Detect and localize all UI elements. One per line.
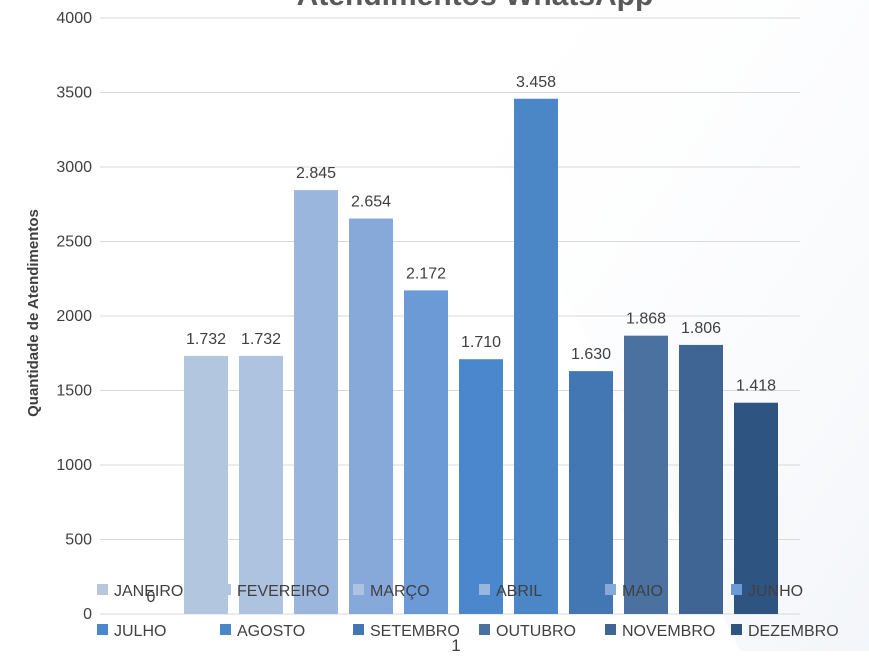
data-label-março: 1.732 — [241, 331, 281, 348]
legend-swatch — [479, 584, 490, 595]
data-label-junho: 2.172 — [406, 265, 446, 282]
y-tick-label: 1000 — [56, 457, 92, 474]
bar-junho — [404, 290, 448, 614]
legend-entry-dezembro: DEZEMBRO — [748, 623, 839, 640]
legend: JANEIRO FEVEREIRO MARÇO ABRIL MAIO JUNHO JULHO… — [97, 583, 839, 640]
legend-entry-junho: JUNHO — [748, 583, 803, 600]
bar-dezembro — [734, 402, 778, 614]
y-axis-ticks: 0 500 1000 1500 2000 2500 3000 3500 4000 — [56, 10, 92, 623]
legend-swatch — [353, 584, 364, 595]
y-tick-label: 3500 — [56, 85, 92, 102]
bar-março — [239, 355, 283, 614]
legend-swatch — [97, 584, 108, 595]
x-category-label: 1 — [451, 636, 460, 651]
y-tick-label: 3000 — [56, 159, 92, 176]
legend-entry-maio: MAIO — [622, 583, 663, 600]
legend-entry-abril: ABRIL — [496, 583, 542, 600]
bar-agosto — [514, 98, 558, 615]
legend-swatch — [220, 624, 231, 635]
bar-outubro — [624, 335, 668, 614]
legend-swatch — [731, 584, 742, 595]
y-tick-label: 2500 — [56, 234, 92, 251]
y-axis-title: Quantidade de Atendimentos — [25, 209, 42, 417]
chart-title: Atendimentos WhatsApp — [297, 0, 654, 12]
data-label-dezembro: 1.418 — [736, 378, 776, 395]
bars — [184, 98, 778, 615]
legend-swatch — [220, 584, 231, 595]
bar-fevereiro — [184, 355, 228, 614]
bar-novembro — [679, 344, 723, 614]
data-label-janeiro: 0 — [147, 589, 156, 606]
legend-entry-janeiro: JANEIRO — [114, 583, 183, 600]
legend-entry-novembro: NOVEMBRO — [622, 623, 715, 640]
y-tick-label: 1500 — [56, 383, 92, 400]
data-label-novembro: 1.806 — [681, 320, 721, 337]
data-label-agosto: 3.458 — [516, 74, 556, 91]
y-tick-label: 4000 — [56, 10, 92, 27]
data-label-outubro: 1.868 — [626, 311, 666, 328]
y-tick-label: 2000 — [56, 308, 92, 325]
data-label-maio: 2.654 — [351, 194, 391, 211]
legend-entry-fevereiro: FEVEREIRO — [237, 583, 329, 600]
data-label-fevereiro: 1.732 — [186, 331, 226, 348]
legend-entry-setembro: SETEMBRO — [370, 623, 460, 640]
bar-maio — [349, 218, 393, 614]
bar-julho — [459, 359, 503, 614]
data-label-julho: 1.710 — [461, 334, 501, 351]
legend-swatch — [605, 584, 616, 595]
data-label-abril: 2.845 — [296, 165, 336, 182]
legend-entry-julho: JULHO — [114, 623, 166, 640]
legend-entry-março: MARÇO — [370, 583, 430, 600]
y-tick-label: 0 — [83, 606, 92, 623]
legend-entry-agosto: AGOSTO — [237, 623, 305, 640]
data-label-setembro: 1.630 — [571, 346, 611, 363]
legend-swatch — [479, 624, 490, 635]
legend-entry-outubro: OUTUBRO — [496, 623, 576, 640]
bar-setembro — [569, 371, 613, 614]
data-labels: 0 1.732 1.732 2.845 2.654 2.172 1.710 3.458 1.63… — [147, 74, 777, 606]
legend-swatch — [731, 624, 742, 635]
legend-swatch — [97, 624, 108, 635]
legend-swatch — [605, 624, 616, 635]
bar-abril — [294, 190, 338, 614]
y-tick-label: 500 — [65, 532, 92, 549]
legend-swatch — [353, 624, 364, 635]
